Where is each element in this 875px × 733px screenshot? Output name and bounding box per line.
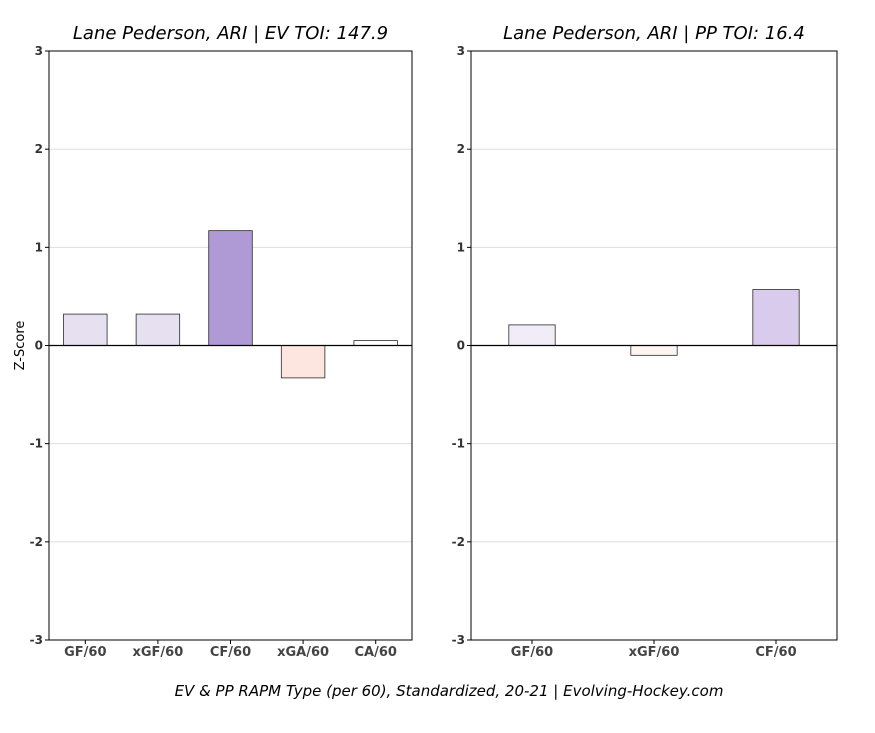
y-tick-label: -3: [30, 633, 43, 647]
y-tick-label: 0: [35, 339, 43, 353]
x-tick-label-xga-60: xGA/60: [277, 645, 329, 660]
pp-panel: -3 -2 -1 0 1 2 3 GF/60 xGF/60 CF/60 Lane Pederson,…: [452, 23, 838, 660]
y-tick-label: 3: [457, 44, 465, 58]
y-tick-label: 2: [457, 142, 465, 156]
y-axis-label: Z-Score: [13, 321, 28, 371]
y-tick-label: 0: [457, 339, 465, 353]
bar-xgf-60: [630, 345, 678, 356]
y-tick-label: 2: [35, 142, 43, 156]
y-tick-label: 1: [35, 240, 43, 254]
y-tick-label: 3: [35, 44, 43, 58]
y-tick-label: 1: [457, 240, 465, 254]
y-tick-label: -2: [452, 535, 465, 549]
chart-title: Lane Pederson, ARI | PP TOI: 16.4: [503, 23, 805, 44]
x-tick-label-cf-60: CF/60: [755, 645, 796, 660]
bar-xga-60: [280, 345, 326, 379]
x-tick-label-gf-60: GF/60: [64, 645, 106, 660]
x-tick-label-cf-60: CF/60: [210, 645, 251, 660]
bar-xgf-60: [135, 313, 181, 346]
y-tick-label: -2: [30, 535, 43, 549]
y-tick-label: -1: [452, 437, 465, 451]
chart-title: Lane Pederson, ARI | EV TOI: 147.9: [73, 23, 388, 44]
x-tick-label-ca-60: CA/60: [354, 645, 396, 660]
x-tick-label-gf-60: GF/60: [511, 645, 553, 660]
figure-caption: EV & PP RAPM Type (per 60), Standardized…: [175, 682, 724, 700]
ev-panel: -3 -2 -1 0 1 2 3 GF/60 xGF/60 CF/60 xGA/60 CA/60 Lan…: [13, 23, 413, 660]
bar-cf-60: [208, 230, 253, 346]
x-tick-label-xgf-60: xGF/60: [629, 645, 680, 660]
y-tick-label: -1: [30, 437, 43, 451]
y-tick-label: -3: [452, 633, 465, 647]
x-tick-label-xgf-60: xGF/60: [133, 645, 184, 660]
bar-gf-60: [508, 324, 556, 346]
bar-cf-60: [752, 289, 800, 346]
bar-gf-60: [63, 313, 108, 346]
bar-ca-60: [353, 340, 398, 346]
